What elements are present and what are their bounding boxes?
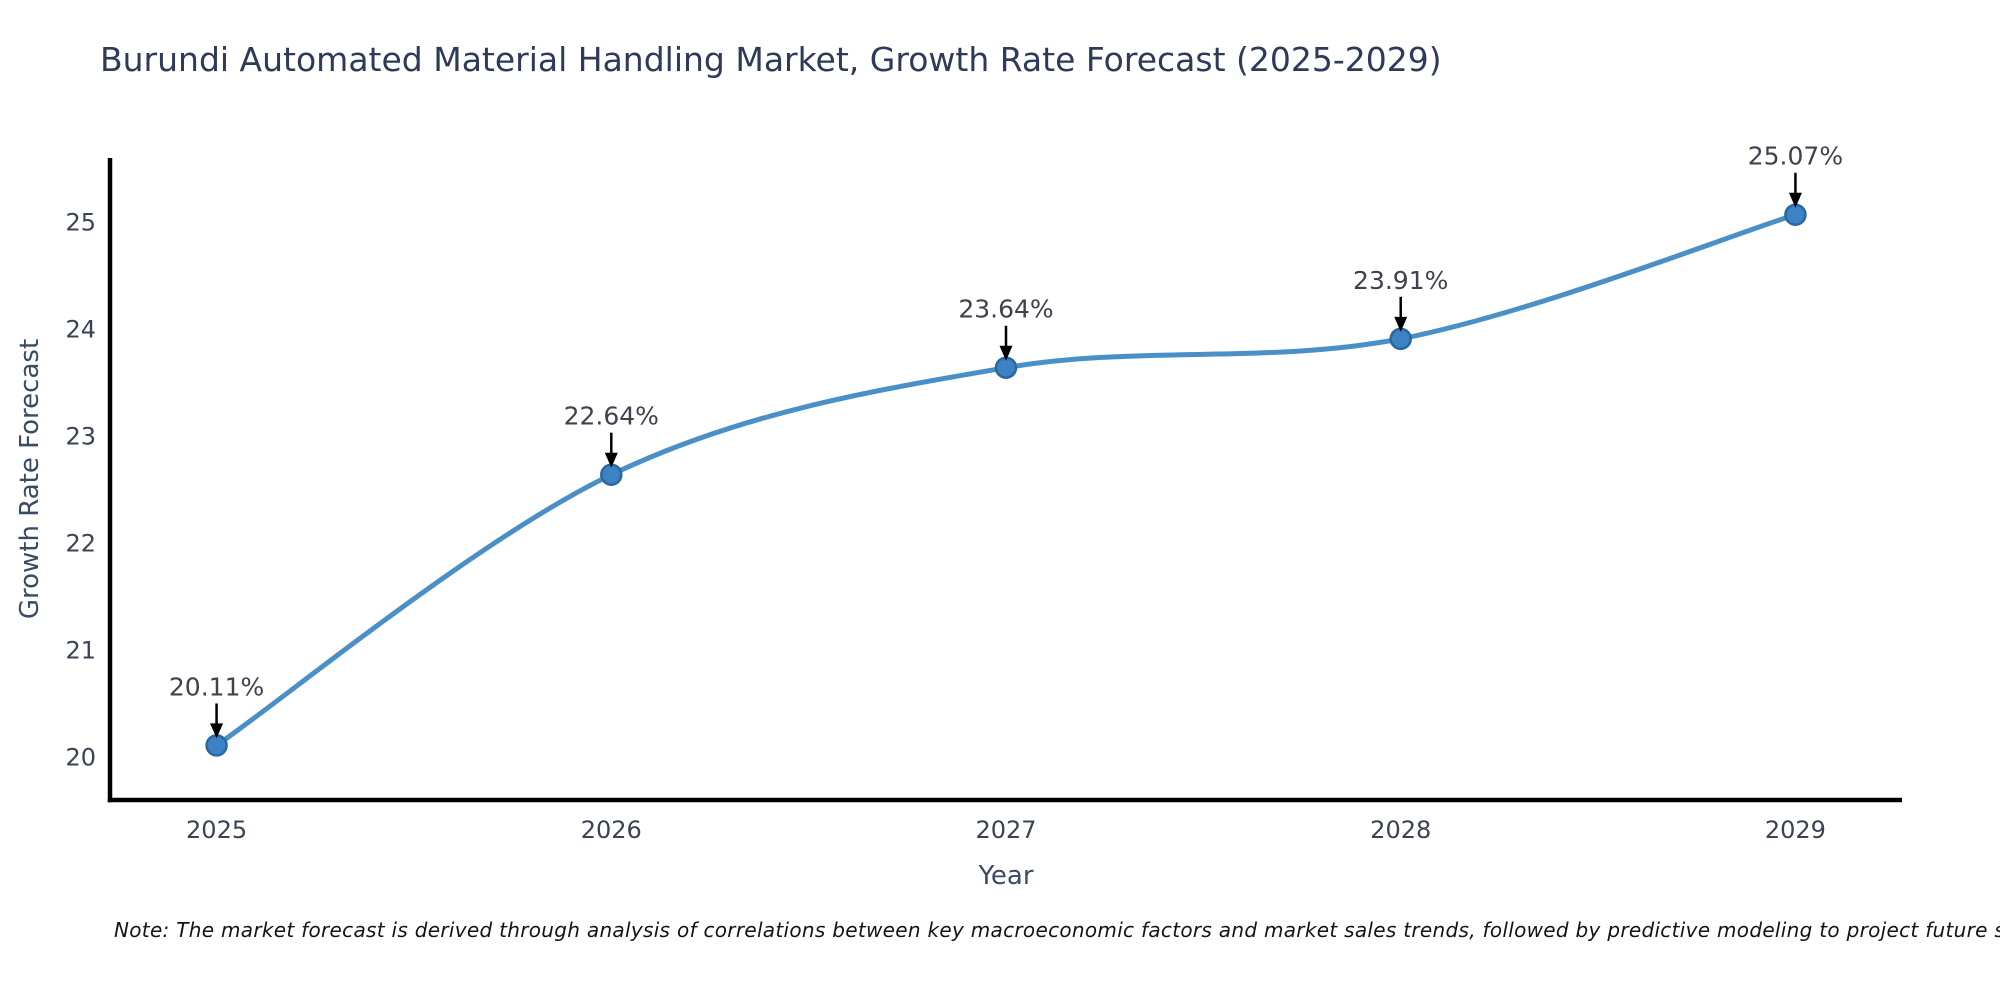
chart-title: Burundi Automated Material Handling Mark… [100,40,1442,79]
y-axis-title: Growth Rate Forecast [15,339,45,619]
annotation-arrowhead-icon [1394,316,1408,332]
annotation-arrowhead-icon [1788,192,1802,208]
y-tick-label: 25 [65,209,96,237]
data-point-label: 20.11% [169,672,264,701]
x-tick-label: 2026 [581,816,642,844]
footnote: Note: The market forecast is derived thr… [114,918,2000,942]
y-tick-label: 20 [65,744,96,772]
y-tick-label: 22 [65,530,96,558]
x-tick-label: 2028 [1370,816,1431,844]
x-tick-label: 2027 [975,816,1036,844]
data-point-label: 22.64% [564,402,659,431]
y-tick-label: 24 [65,316,96,344]
data-point-label: 23.91% [1353,266,1448,295]
y-tick-label: 21 [65,637,96,665]
x-tick-label: 2025 [186,816,247,844]
x-axis-title: Year [977,861,1033,891]
x-tick-label: 2029 [1765,816,1826,844]
annotation-arrowhead-icon [999,345,1013,361]
y-tick-label: 23 [65,423,96,451]
annotation-arrowhead-icon [210,723,224,739]
data-point-label: 25.07% [1748,142,1843,171]
annotation-arrowhead-icon [604,452,618,468]
data-point-label: 23.64% [958,295,1053,324]
